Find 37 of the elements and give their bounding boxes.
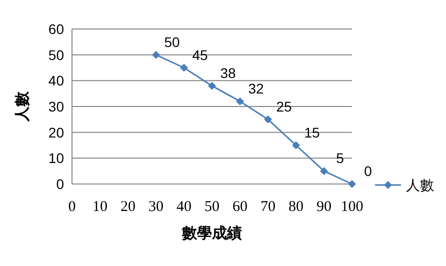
- data-label: 15: [304, 124, 320, 140]
- data-label: 50: [164, 34, 180, 50]
- data-label: 32: [248, 80, 264, 96]
- data-label: 45: [192, 46, 208, 63]
- point: [292, 141, 300, 150]
- y-tick-label: 50: [48, 46, 64, 63]
- y-tick-label: 40: [48, 72, 64, 89]
- y-tick-label: 10: [48, 150, 64, 166]
- data-label: 25: [276, 98, 292, 114]
- point: [320, 167, 328, 176]
- data-label: 5: [336, 150, 344, 166]
- x-tick-label: 70: [260, 199, 276, 215]
- x-axis-title: 數學成績: [181, 224, 242, 242]
- y-tick-label: 60: [48, 21, 64, 37]
- x-tick-label: 60: [232, 199, 248, 215]
- y-axis-title: 人數: [13, 90, 31, 122]
- point: [264, 115, 272, 124]
- x-tick-label: 80: [288, 199, 304, 215]
- point: [236, 97, 244, 106]
- point: [152, 50, 160, 59]
- x-tick-label: 30: [148, 199, 164, 215]
- x-tick-label: 100: [340, 199, 364, 215]
- data-label: 38: [220, 64, 236, 81]
- y-tick-label: 20: [48, 124, 64, 140]
- x-tick-label: 0: [68, 199, 76, 215]
- point: [180, 64, 188, 72]
- legend-label: 人數: [406, 178, 434, 194]
- x-tick-label: 50: [204, 199, 220, 215]
- y-tick-label: 0: [56, 176, 64, 192]
- data-label: 0: [364, 163, 372, 179]
- point: [348, 180, 356, 188]
- x-tick-label: 10: [92, 199, 108, 215]
- x-tick-label: 40: [176, 199, 192, 215]
- y-tick-label: 30: [48, 98, 64, 114]
- point: [208, 82, 216, 90]
- x-tick-label: 20: [120, 199, 136, 215]
- x-tick-label: 90: [316, 199, 332, 215]
